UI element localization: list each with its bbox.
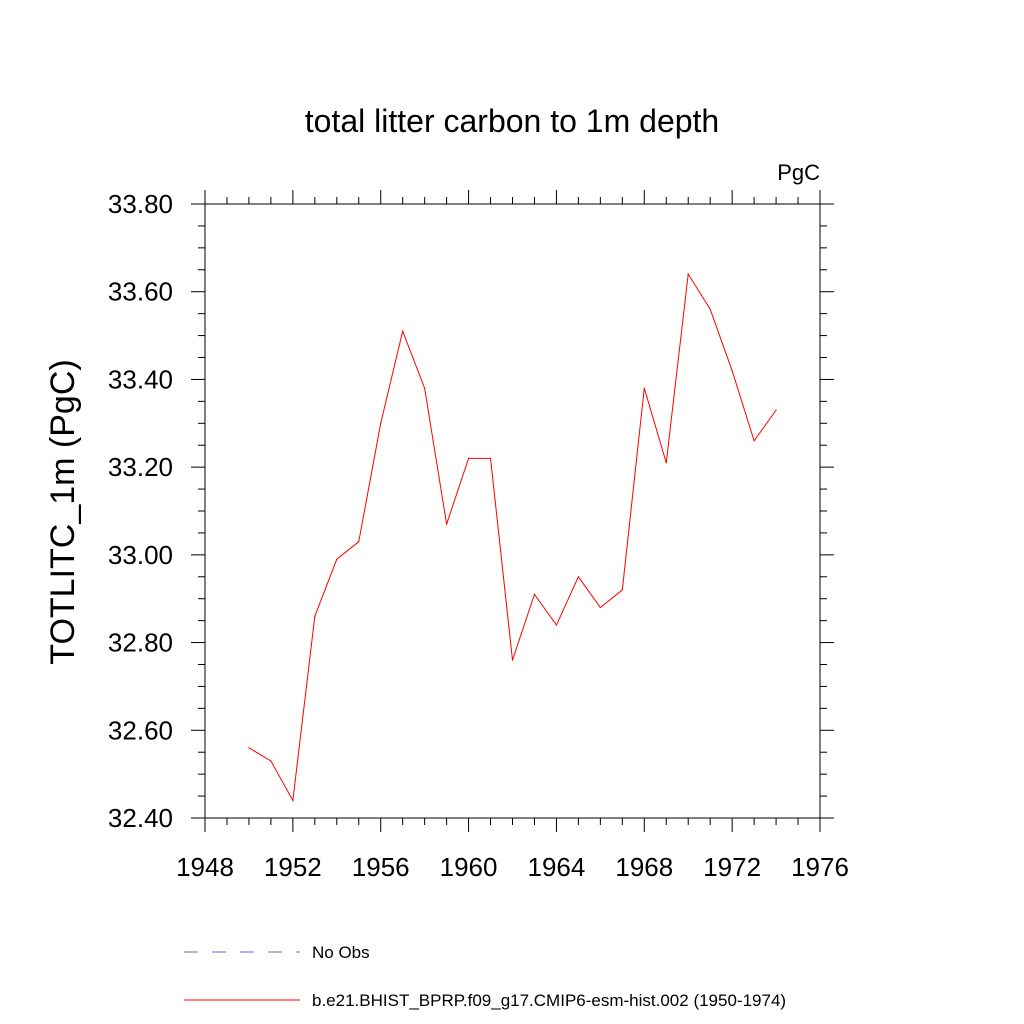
data-point xyxy=(489,457,492,459)
x-tick-label: 1976 xyxy=(791,852,849,882)
data-point xyxy=(270,760,272,762)
x-tick-label: 1956 xyxy=(352,852,410,882)
data-point xyxy=(358,541,360,543)
data-point xyxy=(665,462,667,464)
data-point xyxy=(248,747,250,749)
y-tick-label: 33.40 xyxy=(108,364,173,394)
y-tick-label: 33.00 xyxy=(108,540,173,570)
data-point xyxy=(643,387,645,389)
y-tick-label: 33.80 xyxy=(108,189,173,219)
data-point xyxy=(511,659,514,661)
data-point xyxy=(775,409,777,411)
data-point xyxy=(753,440,755,442)
data-point xyxy=(599,606,601,609)
x-tick-label: 1972 xyxy=(703,852,761,882)
y-axis-label: TOTLITC_1m (PgC) xyxy=(44,359,82,664)
y-tick-label: 32.40 xyxy=(108,803,173,833)
data-point xyxy=(314,615,316,617)
x-tick-label: 1948 xyxy=(176,852,234,882)
series-line-1 xyxy=(248,272,777,803)
legend-label: b.e21.BHIST_BPRP.f09_g17.CMIP6-esm-hist.… xyxy=(312,991,786,1010)
x-tick-label: 1964 xyxy=(528,852,586,882)
y-tick-label: 32.80 xyxy=(108,628,173,658)
data-point xyxy=(621,589,623,591)
series-layer xyxy=(248,272,777,803)
data-point xyxy=(402,330,404,332)
y-tick-label: 33.60 xyxy=(108,277,173,307)
data-point xyxy=(292,799,294,802)
x-tick-label: 1952 xyxy=(264,852,322,882)
data-point xyxy=(709,308,711,310)
legend: No Obs b.e21.BHIST_BPRP.f09_g17.CMIP6-esm… xyxy=(184,943,786,1010)
y-tick-label: 33.20 xyxy=(108,452,173,482)
data-point xyxy=(577,576,579,578)
data-point xyxy=(446,523,448,525)
y-tick-label: 32.60 xyxy=(108,715,173,745)
x-tick-label: 1960 xyxy=(440,852,498,882)
plot-frame xyxy=(204,203,821,819)
data-point xyxy=(731,370,733,372)
chart-title: total litter carbon to 1m depth xyxy=(305,103,719,139)
data-point xyxy=(380,422,382,424)
data-point xyxy=(467,457,470,459)
data-point xyxy=(424,387,426,389)
data-point xyxy=(687,273,689,275)
units-label: PgC xyxy=(777,160,820,185)
axis-ticks: 1948 1952 1956 1960 1964 1968 1972 1976 32.40 32.… xyxy=(108,189,849,882)
data-point xyxy=(533,593,536,595)
legend-label: No Obs xyxy=(312,943,370,962)
data-point xyxy=(336,558,338,560)
x-tick-label: 1968 xyxy=(615,852,673,882)
data-point xyxy=(555,624,558,626)
